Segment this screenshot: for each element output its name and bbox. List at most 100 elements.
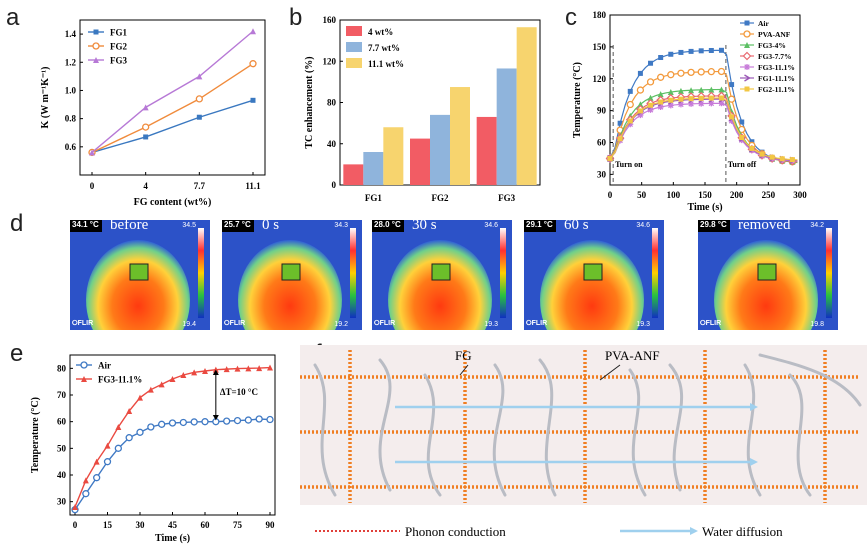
legend-label: Air	[758, 19, 770, 28]
pva-anf-fiber	[313, 363, 337, 497]
head-heat-shape	[238, 240, 342, 330]
data-point	[617, 120, 623, 126]
data-point	[708, 86, 715, 93]
y-tick-label: 0.8	[65, 114, 77, 124]
y-tick-label: 40	[57, 470, 67, 480]
legend-label: FG3-4%	[758, 41, 786, 50]
data-point	[739, 135, 745, 141]
data-point	[729, 82, 735, 88]
x-tick-label: 0	[90, 181, 95, 191]
head-heat-shape	[714, 240, 818, 330]
data-point	[668, 51, 674, 57]
pva-anf-fiber	[492, 363, 507, 497]
annotation-turn-off: Turn off	[728, 160, 757, 169]
series-line	[74, 418, 271, 511]
y-tick-label: 30	[57, 497, 67, 507]
fg-patch	[583, 263, 603, 281]
pva-anf-fiber	[758, 353, 862, 407]
data-point	[245, 365, 252, 372]
y-tick-label: 80	[327, 98, 337, 108]
head-heat-shape	[86, 240, 190, 330]
legend-marker	[744, 74, 751, 82]
data-point	[234, 365, 241, 372]
legend-marker	[744, 20, 750, 26]
data-point	[677, 101, 684, 108]
series-FG3-11.1%: FG3-11.1%	[72, 364, 273, 510]
data-point	[718, 95, 724, 101]
data-point	[136, 428, 144, 436]
legend-marker	[744, 42, 750, 48]
data-point	[627, 121, 634, 128]
data-point	[168, 419, 177, 427]
data-point	[627, 88, 633, 94]
data-point	[637, 101, 644, 108]
thermal-svg	[524, 220, 664, 330]
data-point	[196, 114, 202, 120]
flir-logo: ⭘FLIR	[224, 320, 246, 327]
data-point	[125, 434, 133, 442]
data-point	[678, 96, 684, 102]
data-point	[698, 86, 705, 93]
time-label: 0 s	[262, 220, 280, 233]
data-point	[749, 145, 755, 151]
data-point	[707, 68, 715, 76]
y-tick-label: 50	[57, 443, 67, 453]
data-point	[115, 424, 122, 430]
data-point	[759, 151, 765, 157]
corner-temperature: 34.1 °C	[72, 220, 99, 229]
x-tick-label: 60	[201, 520, 211, 530]
legend-marker	[93, 57, 99, 63]
legend-marker	[80, 361, 88, 369]
thermal-image-4: 29.8 °C removed 34.2 19.8 ⭘FLIR	[698, 220, 838, 330]
legend-label: Air	[98, 361, 111, 371]
x-tick-label: 75	[233, 520, 243, 530]
data-point	[256, 365, 263, 372]
water-arrow-head	[750, 458, 758, 466]
data-point	[708, 95, 714, 101]
flir-logo: ⭘FLIR	[700, 320, 722, 327]
data-point	[688, 87, 695, 94]
y-tick-label: 70	[57, 390, 67, 400]
x-tick-label: 250	[762, 190, 776, 200]
data-point	[657, 73, 665, 81]
flir-logo: ⭘FLIR	[374, 320, 396, 327]
x-tick-label: 50	[637, 190, 647, 200]
x-axis-label: Time (s)	[687, 202, 722, 213]
y-axis-label: Temperature (°C)	[30, 397, 41, 473]
y-tick-label: 150	[593, 42, 607, 52]
x-tick-label: 0	[73, 520, 78, 530]
delta-arrow-head-bottom	[212, 415, 219, 421]
color-scale-bar	[350, 228, 356, 318]
data-point	[249, 60, 257, 68]
pva-anf-fiber	[628, 368, 647, 497]
data-point	[708, 47, 714, 53]
data-point	[196, 73, 203, 80]
data-point	[103, 458, 112, 466]
x-tick-label: 30	[136, 520, 146, 530]
pva-anf-fiber	[743, 363, 762, 497]
chart-e: 0 15 30 45 60 75 90 30 40 50 60 70 80 Time (s) Tempera…	[30, 354, 276, 544]
legend-label: FG3-11.1%	[98, 375, 142, 385]
data-point	[667, 71, 675, 79]
legend-label: FG2-11.1%	[758, 85, 795, 94]
data-point	[718, 100, 725, 107]
x-tick-label: 300	[793, 190, 807, 200]
data-point	[688, 96, 694, 102]
legend-marker	[744, 86, 750, 92]
scale-min: 19.3	[636, 321, 650, 328]
corner-readout-bg	[698, 220, 730, 232]
data-point	[267, 364, 273, 371]
pva-anf-fiber	[668, 363, 684, 492]
y-tick-label: 60	[597, 138, 607, 148]
data-point	[250, 97, 256, 103]
data-point	[126, 408, 133, 414]
x-axis-label: FG content (wt%)	[134, 197, 212, 208]
head-heat-shape	[388, 240, 492, 330]
data-point	[718, 47, 724, 53]
data-point	[223, 366, 230, 373]
legend-marker	[744, 64, 750, 70]
thermal-svg	[698, 220, 838, 330]
pva-anf-fiber	[378, 358, 392, 492]
data-point	[191, 369, 198, 376]
thermal-image-0: 34.1 °C before 34.5 19.4 ⭘FLIR	[70, 220, 210, 330]
